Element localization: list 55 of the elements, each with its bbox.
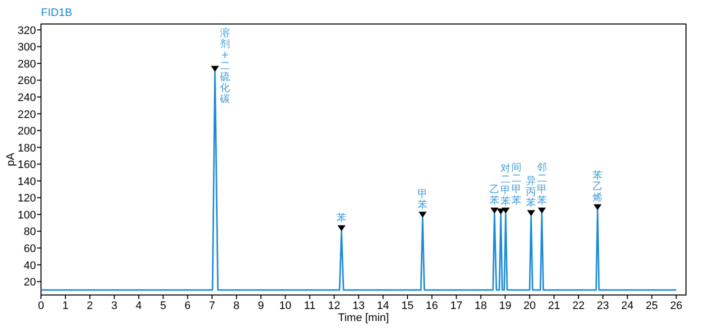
y-tick-label: 160 [18,159,36,172]
x-tick-label: 23 [596,300,610,312]
y-tick-label: 100 [18,209,36,222]
y-tick-label: 280 [18,58,36,70]
annotation: 间二甲苯 [511,162,522,207]
x-tick-label: 26 [670,300,682,312]
x-tick-label: 24 [621,300,634,312]
y-tick-label: 200 [18,126,36,138]
x-tick-label: 2 [86,300,93,312]
y-tick-label: 20 [24,276,36,289]
x-tick-label: 12 [328,300,340,312]
y-tick-label: 320 [18,24,36,37]
x-tick-label: 20 [524,300,536,312]
annotation: 苯乙烯 [592,169,603,204]
x-tick-label: 4 [136,300,142,312]
annotation: 溶剂+二硫化碳 [218,27,230,105]
y-tick-label: 180 [18,142,36,154]
y-tick-label: 120 [18,192,36,205]
x-tick-label: 5 [160,300,166,312]
x-tick-label: 3 [111,300,118,312]
y-tick-label: 260 [18,75,36,88]
x-axis-title: Time [min] [338,312,389,324]
y-tick-label: 140 [18,176,36,188]
annotation: 异丙苯 [526,176,536,210]
x-tick-label: 6 [184,300,191,312]
x-tick-label: 11 [304,300,316,312]
y-tick-label: 240 [18,92,36,104]
x-tick-label: 18 [474,300,487,312]
x-tick-label: 0 [38,300,44,312]
x-tick-label: 7 [208,300,216,312]
x-tick-label: 17 [450,300,462,312]
annotation: 邻二甲苯 [537,162,548,207]
x-tick-label: 22 [572,300,585,312]
y-tick-label: 300 [18,42,36,54]
y-tick-label: 40 [24,260,36,272]
annotation: 苯 [336,212,347,224]
y-tick-label: 80 [24,226,36,238]
x-tick-label: 8 [233,300,240,312]
x-tick-label: 13 [352,300,365,312]
x-tick-label: 16 [426,300,438,312]
x-tick-label: 25 [646,300,658,312]
x-tick-label: 1 [62,300,68,312]
x-tick-label: 14 [376,300,390,312]
annotation: 对二甲苯 [500,162,510,208]
annotation: 乙苯 [489,184,500,207]
annotation: 甲苯 [418,188,428,211]
y-axis-title: pA [5,152,17,166]
x-tick-label: 19 [499,300,512,312]
y-tick-label: 220 [18,108,36,121]
x-tick-label: 21 [548,300,560,312]
x-tick-label: 10 [279,300,292,312]
x-tick-label: 9 [258,300,264,312]
x-tick-label: 15 [401,300,414,312]
chart-title: FID1B [41,7,72,19]
y-tick-label: 60 [24,243,36,256]
